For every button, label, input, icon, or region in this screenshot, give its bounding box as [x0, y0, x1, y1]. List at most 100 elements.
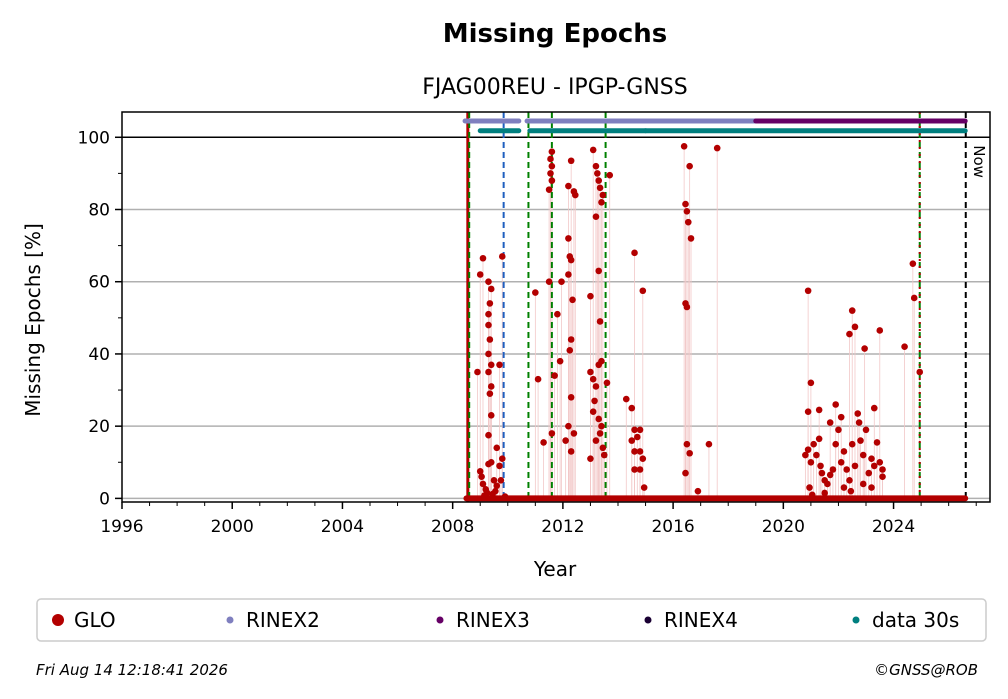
- chart-subtitle: FJAG00REU - IPGP-GNSS: [422, 75, 687, 100]
- data-point: [493, 482, 501, 490]
- data-point: [848, 440, 856, 448]
- data-point: [595, 177, 603, 184]
- data-point: [846, 477, 853, 484]
- plot-area: Now 0 20 40 60 80 100 1996 2000 2004 2008 2012 2016 2…: [78, 111, 991, 537]
- y-tick-label: 40: [88, 345, 110, 365]
- data-point: [851, 462, 859, 470]
- data-point: [589, 408, 597, 416]
- data-point: [804, 408, 812, 416]
- data-point: [705, 440, 713, 448]
- data-point: [487, 412, 495, 419]
- data-point: [487, 285, 495, 293]
- data-point: [485, 278, 492, 286]
- data-point: [474, 368, 481, 376]
- data-point: [551, 372, 558, 379]
- x-tick-label: 2000: [211, 517, 254, 537]
- data-point: [829, 466, 837, 473]
- data-point: [631, 249, 638, 257]
- data-point: [916, 368, 924, 376]
- data-point: [569, 296, 576, 304]
- data-point: [598, 198, 605, 206]
- data-point: [534, 375, 542, 383]
- data-point: [532, 289, 539, 296]
- data-point: [832, 440, 839, 448]
- y-tick-label: 20: [88, 417, 110, 437]
- data-point: [567, 256, 575, 264]
- data-point: [807, 458, 815, 466]
- x-tick-label: 2020: [762, 517, 805, 537]
- data-point: [628, 437, 636, 444]
- data-point: [481, 492, 488, 499]
- legend-label: GLO: [74, 608, 116, 632]
- data-point: [848, 307, 856, 314]
- x-tick-label: 2012: [541, 517, 584, 537]
- legend-marker: [226, 616, 234, 624]
- data-point: [683, 440, 691, 448]
- data-point: [485, 350, 492, 358]
- legend-label: RINEX3: [456, 608, 530, 632]
- data-point: [567, 157, 575, 165]
- data-point: [879, 466, 886, 473]
- data-point: [810, 440, 817, 448]
- now-label: Now: [970, 145, 988, 178]
- data-point: [545, 278, 553, 286]
- x-tick-label: 1996: [100, 517, 143, 537]
- data-point: [870, 462, 878, 470]
- data-point: [567, 393, 575, 401]
- data-point: [813, 451, 820, 459]
- legend-label: RINEX4: [664, 608, 738, 632]
- data-point: [815, 435, 823, 443]
- y-tick-label: 80: [88, 201, 110, 221]
- data-point: [870, 404, 878, 412]
- data-point: [879, 473, 886, 481]
- data-point: [486, 390, 494, 397]
- data-point: [683, 303, 691, 311]
- data-point: [478, 473, 485, 481]
- data-point: [487, 458, 495, 466]
- data-point: [832, 401, 839, 408]
- data-point: [859, 480, 867, 488]
- data-point: [837, 413, 845, 421]
- data-point: [476, 468, 484, 475]
- data-point: [868, 455, 875, 462]
- data-point: [622, 395, 630, 403]
- data-point: [565, 422, 572, 430]
- data-point: [910, 294, 918, 302]
- data-point: [847, 487, 855, 495]
- data-point: [694, 487, 702, 495]
- data-point: [548, 162, 556, 170]
- footer-copyright: ©GNSS@ROB: [874, 661, 978, 679]
- x-axis-label: Year: [533, 557, 577, 581]
- plot-frame: [121, 111, 991, 503]
- data-point: [633, 433, 641, 441]
- x-tick-label: 2004: [321, 517, 364, 537]
- data-point: [592, 437, 600, 444]
- data-point: [846, 330, 853, 338]
- data-point: [861, 345, 868, 352]
- data-point: [587, 292, 594, 300]
- data-point: [631, 448, 638, 455]
- data-point: [596, 430, 604, 437]
- data-point: [868, 484, 875, 491]
- x-tick-label: 2024: [872, 517, 915, 537]
- data-point: [817, 462, 824, 470]
- data-point: [592, 383, 600, 390]
- data-point: [485, 431, 492, 439]
- data-point: [599, 191, 607, 199]
- data-point: [631, 466, 638, 473]
- data-point: [479, 254, 487, 262]
- data-point: [843, 466, 851, 473]
- data-point: [826, 471, 834, 479]
- data-point: [567, 448, 575, 455]
- data-point: [567, 336, 575, 343]
- data-point: [821, 489, 828, 497]
- data-point: [548, 148, 556, 156]
- data-point: [565, 235, 572, 242]
- data-point: [476, 271, 484, 278]
- data-point: [687, 235, 695, 242]
- data-point: [594, 170, 601, 177]
- legend-marker: [852, 616, 860, 624]
- data-point: [487, 383, 495, 390]
- y-tick-label: 60: [88, 273, 110, 293]
- data-point: [628, 404, 636, 412]
